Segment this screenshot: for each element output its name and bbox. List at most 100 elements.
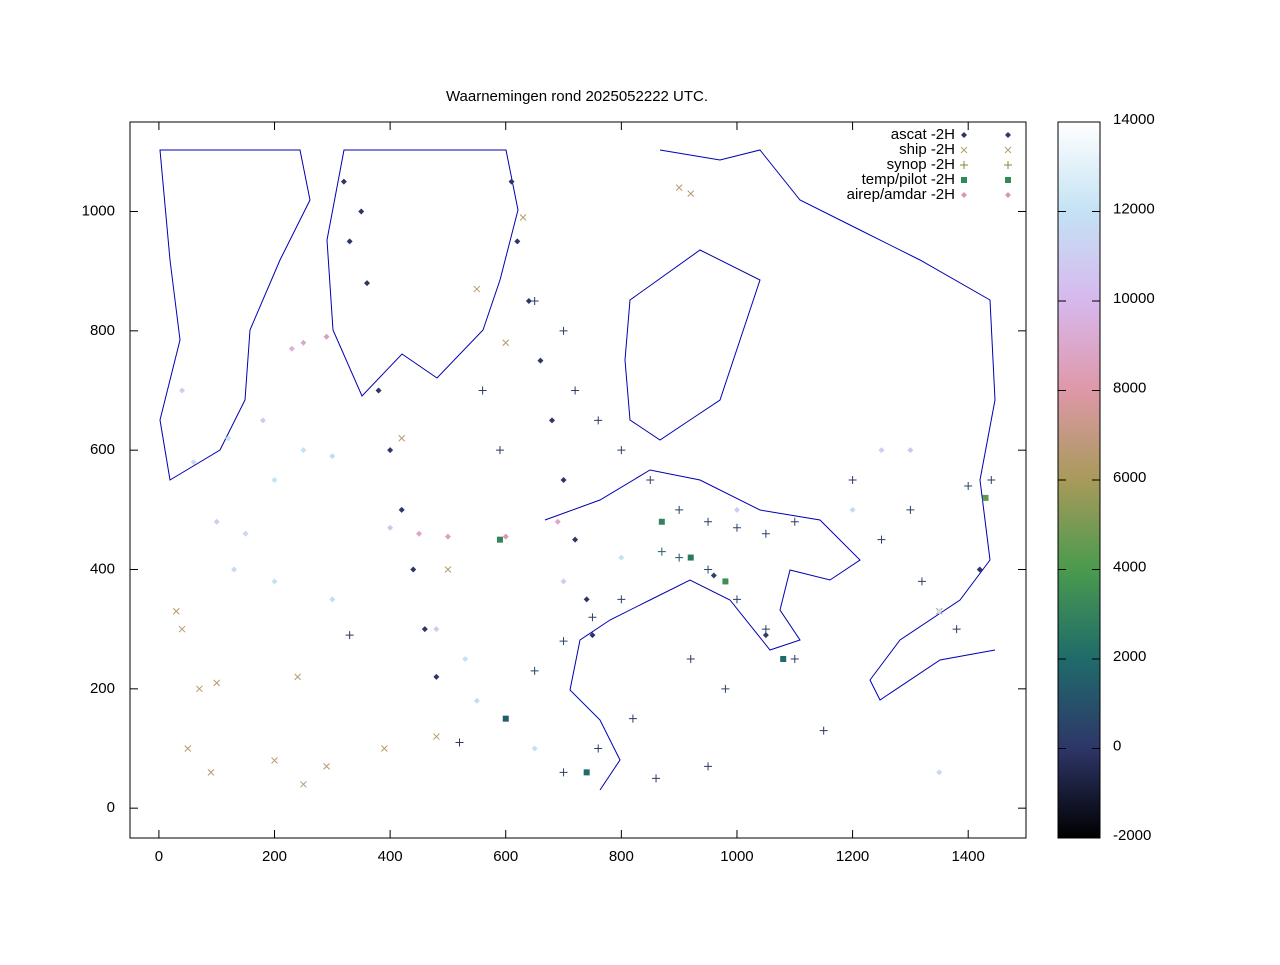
point	[657, 547, 666, 556]
point	[473, 697, 480, 704]
point	[502, 715, 509, 722]
point	[710, 572, 717, 579]
point	[583, 596, 590, 603]
point	[416, 530, 423, 537]
point	[548, 417, 555, 424]
y-tick-label: 0	[107, 799, 115, 816]
point	[375, 387, 382, 394]
point	[514, 238, 521, 245]
legend-symbol	[961, 132, 967, 138]
point	[761, 625, 770, 634]
point	[323, 333, 330, 340]
point	[559, 637, 568, 646]
point	[583, 769, 590, 776]
x-tick-label: 1000	[720, 848, 753, 865]
point	[398, 506, 405, 513]
colorbar-tick-label: 4000	[1113, 558, 1146, 575]
point	[300, 447, 307, 454]
point	[704, 565, 713, 574]
point	[387, 447, 394, 454]
point	[271, 477, 278, 483]
point	[675, 184, 683, 191]
point	[761, 529, 770, 538]
point	[300, 780, 307, 788]
point	[179, 387, 186, 394]
point	[444, 566, 452, 573]
y-tick-label: 800	[90, 322, 115, 339]
colorbar-tick-label: 10000	[1113, 290, 1155, 307]
point	[790, 655, 799, 663]
x-tick-label: 600	[493, 848, 518, 865]
colorbar-tick-label: -2000	[1113, 827, 1151, 844]
y-tick-label: 400	[90, 560, 115, 577]
point	[340, 178, 347, 185]
point	[433, 673, 440, 680]
point	[421, 626, 428, 633]
plot-frame	[129, 121, 1027, 839]
point	[462, 656, 469, 662]
x-tick-label: 200	[262, 848, 287, 865]
point	[906, 505, 915, 514]
point	[271, 578, 278, 585]
point	[525, 298, 532, 304]
legend-label: synop -2H	[887, 156, 955, 173]
x-tick-label: 1400	[952, 848, 985, 865]
coastline	[624, 249, 761, 441]
legend-label: temp/pilot -2H	[862, 171, 955, 188]
point	[519, 214, 527, 221]
point	[594, 744, 603, 753]
point	[849, 506, 856, 513]
point	[964, 481, 973, 490]
y-tick-label: 600	[90, 441, 115, 458]
point	[686, 655, 695, 663]
x-tick-label: 800	[609, 848, 634, 865]
point	[502, 533, 509, 540]
point	[819, 726, 828, 735]
point	[346, 238, 353, 245]
point	[588, 613, 597, 622]
point	[628, 714, 637, 723]
point	[780, 656, 787, 662]
point	[704, 762, 713, 771]
colorbar-tick-label: 8000	[1113, 379, 1146, 396]
point	[473, 285, 481, 293]
legend-symbol	[1004, 161, 1012, 169]
point	[213, 679, 221, 687]
point	[652, 774, 661, 783]
point	[572, 536, 579, 543]
point	[790, 517, 799, 526]
legend-symbol	[961, 192, 967, 198]
point	[848, 476, 857, 484]
point	[722, 578, 729, 585]
coastlines	[159, 149, 996, 791]
point	[207, 769, 215, 776]
point	[976, 566, 983, 573]
point	[531, 745, 538, 752]
point	[530, 666, 539, 675]
point	[530, 297, 539, 305]
legend-symbol	[1005, 192, 1011, 198]
point	[345, 631, 354, 640]
point	[704, 517, 713, 526]
legend-symbol	[1005, 132, 1011, 138]
colorbar-tick-label: 14000	[1113, 111, 1155, 128]
point	[364, 280, 371, 287]
point	[502, 339, 510, 347]
x-tick-label: 0	[155, 848, 163, 865]
coastline	[159, 149, 311, 481]
point	[571, 386, 580, 395]
point	[225, 435, 232, 442]
point	[952, 625, 961, 634]
point	[936, 608, 943, 615]
point	[358, 208, 365, 215]
point	[877, 535, 886, 544]
point	[936, 769, 943, 776]
point	[732, 595, 741, 604]
legend-label: ascat -2H	[891, 126, 955, 143]
point	[444, 533, 451, 540]
point	[455, 738, 464, 747]
point	[594, 416, 603, 425]
point	[559, 768, 568, 777]
y-tick-label: 1000	[82, 202, 115, 219]
